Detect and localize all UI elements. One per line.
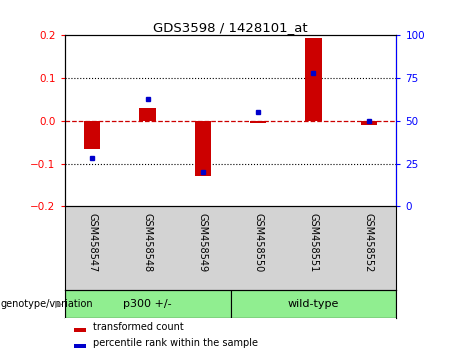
Text: genotype/variation: genotype/variation: [1, 299, 94, 309]
Text: wild-type: wild-type: [288, 299, 339, 309]
Bar: [84, 121, 100, 149]
Bar: [195, 121, 211, 176]
Text: percentile rank within the sample: percentile rank within the sample: [93, 338, 258, 348]
Bar: [139, 108, 156, 121]
Text: GSM458548: GSM458548: [142, 213, 153, 272]
Bar: [305, 38, 322, 121]
Bar: [75, 328, 87, 332]
Text: GSM458549: GSM458549: [198, 213, 208, 272]
Bar: [230, 290, 396, 318]
Text: GSM458551: GSM458551: [308, 213, 319, 272]
Bar: [250, 121, 266, 123]
Text: GSM458550: GSM458550: [253, 213, 263, 272]
Title: GDS3598 / 1428101_at: GDS3598 / 1428101_at: [153, 21, 308, 34]
Bar: [361, 121, 377, 125]
Text: GSM458547: GSM458547: [87, 213, 97, 272]
Text: p300 +/-: p300 +/-: [123, 299, 172, 309]
Text: ▶: ▶: [55, 299, 62, 309]
Bar: [75, 344, 87, 348]
Text: GSM458552: GSM458552: [364, 213, 374, 272]
Text: transformed count: transformed count: [93, 322, 184, 332]
Bar: [65, 290, 230, 318]
